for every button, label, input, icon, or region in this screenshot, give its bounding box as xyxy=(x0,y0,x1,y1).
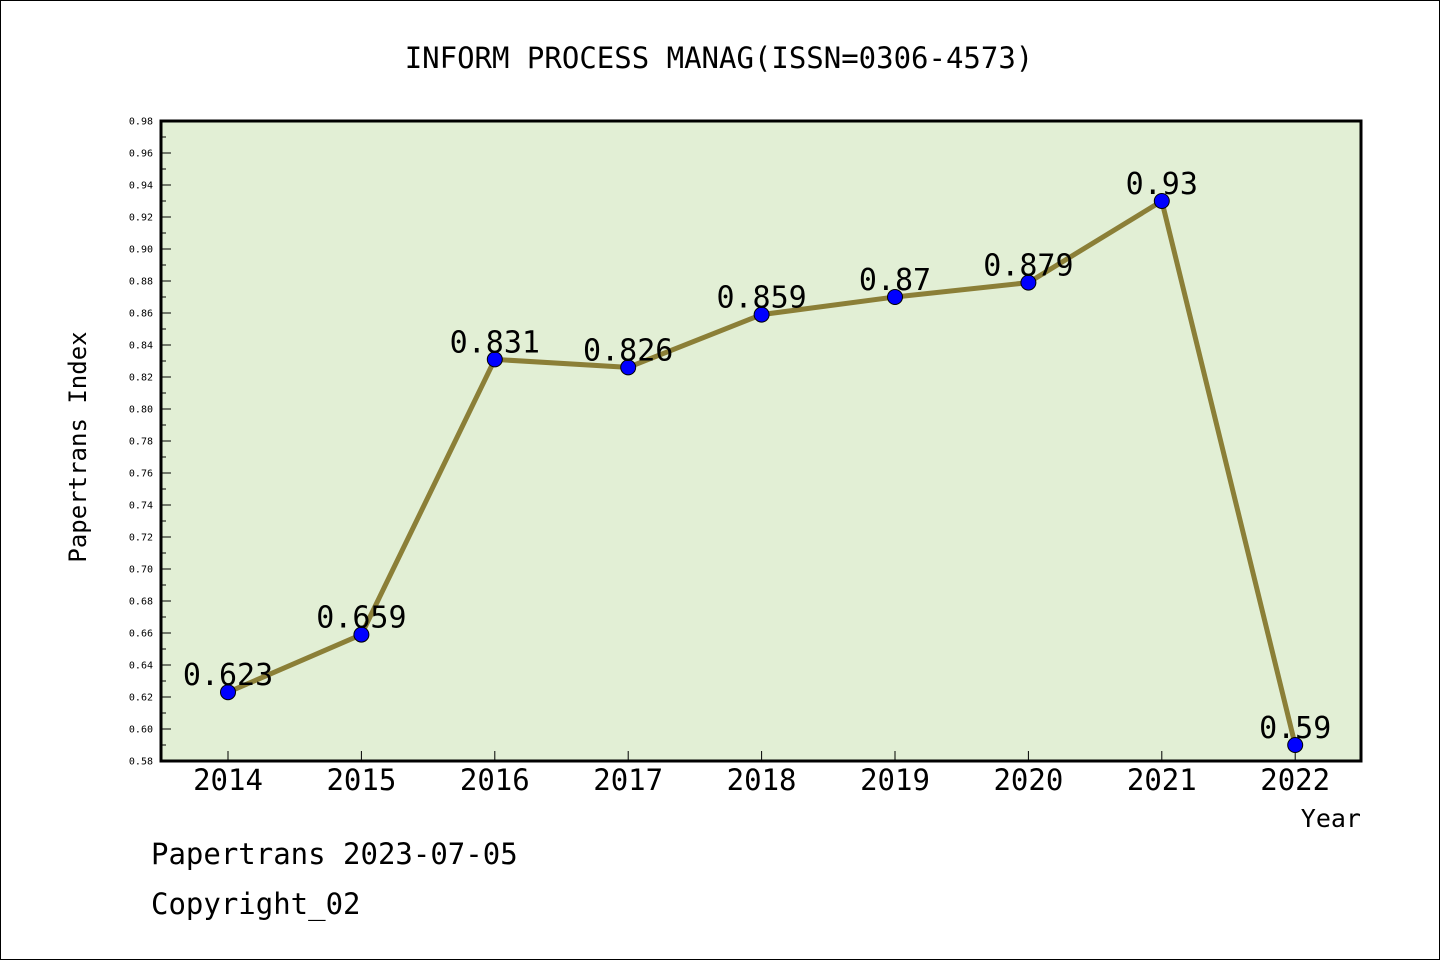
y-tick-label: 0.82 xyxy=(129,373,153,384)
y-tick-label: 0.96 xyxy=(129,149,153,160)
data-point xyxy=(620,359,637,376)
y-axis-label: Papertrans Index xyxy=(64,331,92,562)
y-axis: 0.58 0.60 0.62 0.64 0.66 0.68 0.70 0.72 0.74 0.76… xyxy=(129,117,171,768)
x-axis: 2014 2015 2016 2017 2018 2019 2020 2021 2022 xyxy=(193,751,1330,797)
x-axis-label: Year xyxy=(1301,804,1361,833)
x-tick-label: 2018 xyxy=(727,763,797,797)
x-tick-label: 2016 xyxy=(460,763,530,797)
y-tick-label: 0.72 xyxy=(129,533,153,544)
series-group: 0.623 0.659 0.831 0.826 0.859 0.87 0.879 0.93 0.… xyxy=(183,167,1331,753)
y-tick-label: 0.90 xyxy=(129,245,153,256)
data-label: 0.59 xyxy=(1259,711,1331,746)
y-tick-label: 0.74 xyxy=(129,501,153,512)
y-tick-label: 0.76 xyxy=(129,469,153,480)
data-point xyxy=(486,351,503,368)
x-tick-label: 2019 xyxy=(860,763,930,797)
x-tick-label: 2021 xyxy=(1127,763,1197,797)
y-tick-label: 0.88 xyxy=(129,277,153,288)
data-label: 0.87 xyxy=(859,263,931,298)
data-label: 0.859 xyxy=(716,281,806,316)
y-tick-label: 0.84 xyxy=(129,341,153,352)
y-tick-label: 0.86 xyxy=(129,309,153,320)
data-label: 0.826 xyxy=(583,333,673,368)
x-tick-label: 2017 xyxy=(593,763,663,797)
y-tick-label: 0.62 xyxy=(129,693,153,704)
data-label: 0.659 xyxy=(316,601,406,636)
data-label: 0.623 xyxy=(183,658,273,693)
data-label: 0.831 xyxy=(450,325,540,360)
y-tick-label: 0.60 xyxy=(129,725,153,736)
y-tick-label: 0.68 xyxy=(129,597,153,608)
y-tick-label: 0.78 xyxy=(129,437,153,448)
data-label: 0.879 xyxy=(983,249,1073,284)
data-point xyxy=(1287,737,1304,753)
x-tick-label: 2020 xyxy=(993,763,1063,797)
data-label: 0.93 xyxy=(1126,167,1198,202)
data-point xyxy=(220,684,236,701)
plot-area xyxy=(159,119,1363,763)
y-tick-label: 0.92 xyxy=(129,213,153,224)
data-point xyxy=(887,289,903,305)
data-point xyxy=(1020,274,1037,291)
y-tick-label: 0.80 xyxy=(129,405,153,416)
y-tick-label: 0.94 xyxy=(129,181,153,192)
y-tick-label: 0.98 xyxy=(129,117,153,128)
x-tick-label: 2014 xyxy=(193,763,263,797)
copyright-text: Copyright_02 xyxy=(151,887,361,921)
source-date-text: Papertrans 2023-07-05 xyxy=(151,837,518,871)
data-point xyxy=(1153,193,1170,209)
x-tick-label: 2015 xyxy=(326,763,396,797)
y-tick-label: 0.64 xyxy=(129,661,153,672)
y-tick-label: 0.70 xyxy=(129,565,153,576)
data-point xyxy=(753,306,770,323)
chart-title: INFORM PROCESS MANAG(ISSN=0306-4573) xyxy=(405,41,1034,75)
y-tick-label: 0.58 xyxy=(129,757,153,768)
y-tick-label: 0.66 xyxy=(129,629,153,640)
x-tick-label: 2022 xyxy=(1260,763,1330,797)
data-point xyxy=(353,626,370,643)
